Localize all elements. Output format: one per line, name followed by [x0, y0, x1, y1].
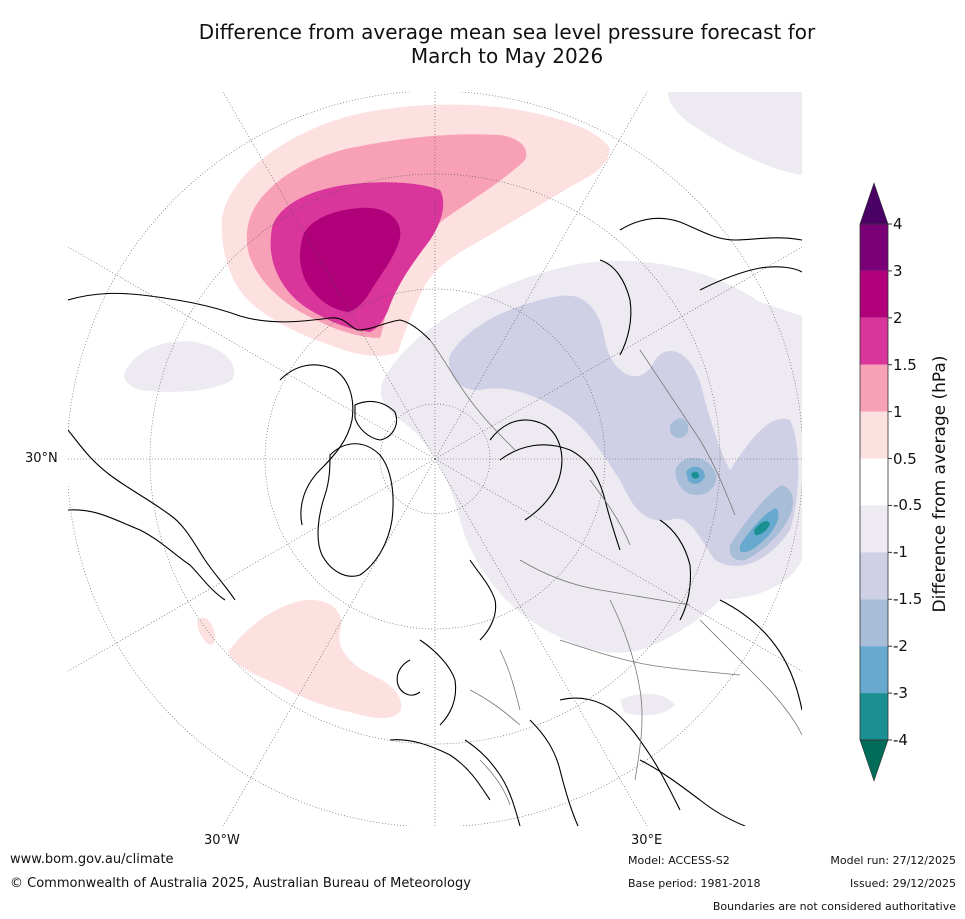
colorbar-tick-label: -0.5 [893, 496, 923, 515]
colorbar [859, 182, 892, 782]
colorbar-over-arrow [859, 182, 889, 225]
colorbar-bin [860, 411, 888, 459]
country-borders [429, 339, 802, 806]
anomaly-fill-very-strong-negative [686, 466, 779, 553]
colorbar-tick-label: -1 [893, 543, 908, 562]
colorbar-tick-label: 1 [893, 402, 903, 421]
anomaly-fill-atlantic-positive [197, 599, 402, 719]
colorbar-bin [860, 552, 888, 600]
anomaly-fill-negative [449, 295, 799, 566]
footer-model-run: Model run: 27/12/2025 [830, 854, 956, 867]
colorbar-bin [860, 505, 888, 553]
graticule [68, 92, 802, 826]
colorbar-bin [860, 646, 888, 694]
footer-base-period: Base period: 1981-2018 [628, 877, 761, 890]
colorbar-tick-label: -1.5 [893, 590, 923, 609]
colorbar-tick-label: 2 [893, 308, 903, 327]
colorbar-tick-label: -2 [893, 637, 908, 656]
colorbar-tick-label: 4 [893, 215, 903, 233]
anomaly-fill-positive [221, 104, 610, 356]
coastlines [68, 217, 802, 826]
map-title-line1: Difference from average mean sea level p… [198, 20, 816, 44]
colorbar-bins [860, 223, 892, 741]
colorbar-tick-label: 1.5 [893, 355, 917, 374]
lat-label-30n: 30°N [25, 451, 58, 466]
colorbar-bin [860, 458, 888, 506]
colorbar-bin [860, 317, 888, 365]
colorbar-tick-label: 0.5 [893, 449, 917, 468]
colorbar-tick-label: -4 [893, 731, 908, 749]
footer-url[interactable]: www.bom.gov.au/climate [10, 852, 174, 867]
colorbar-bin [860, 224, 888, 271]
footer-model: Model: ACCESS-S2 [628, 854, 730, 867]
map-title-line2: March to May 2026 [410, 44, 604, 68]
colorbar-bin [860, 693, 888, 740]
colorbar-bin [860, 599, 888, 647]
lon-label-30e: 30°E [631, 833, 663, 848]
footer-issued: Issued: 29/12/2025 [849, 877, 956, 890]
colorbar-title-text: Difference from average (hPa) [930, 355, 950, 613]
footer-disclaimer: Boundaries are not considered authoritat… [712, 900, 956, 913]
map-title: Difference from average mean sea level p… [0, 20, 965, 68]
footer-copyright: © Commonwealth of Australia 2025, Austra… [10, 876, 471, 891]
lon-label-30w: 30°W [204, 833, 240, 848]
map-panel [68, 92, 802, 826]
colorbar-tick-label: -3 [893, 684, 908, 703]
colorbar-tick-label: 3 [893, 261, 903, 280]
colorbar-bin [860, 364, 888, 412]
colorbar-under-arrow [859, 739, 889, 782]
colorbar-bin [860, 270, 888, 318]
